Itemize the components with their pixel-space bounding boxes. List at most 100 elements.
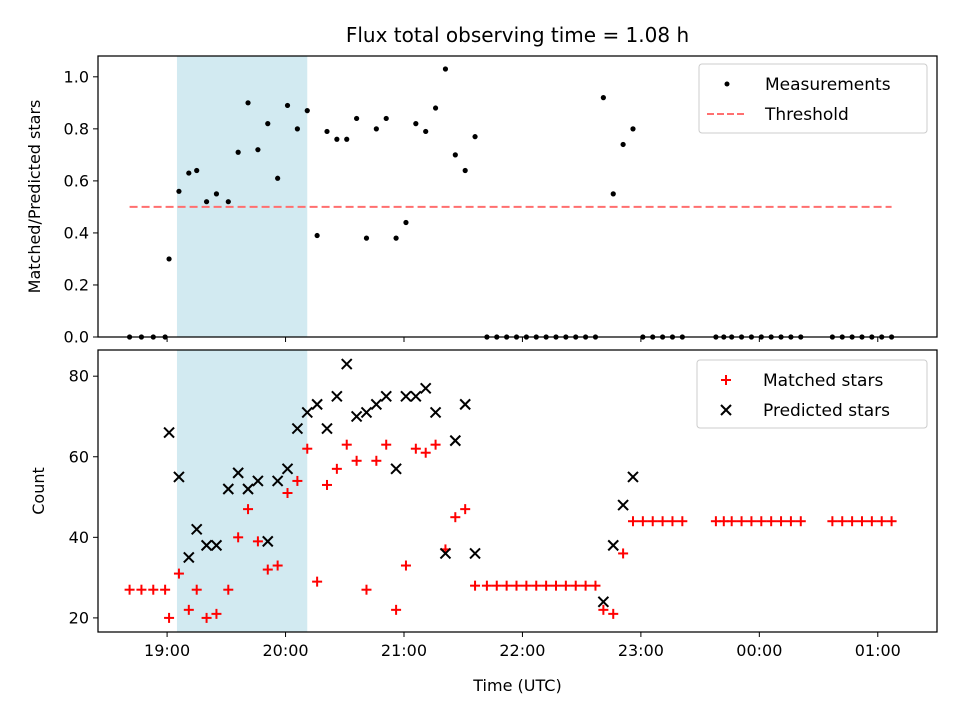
predicted-point (419, 382, 432, 394)
predicted-point (370, 398, 383, 411)
observing-window-shade (176, 56, 308, 337)
measurement-point (373, 126, 379, 132)
chart-title: Flux total observing time = 1.08 h (346, 23, 689, 47)
matched-point (272, 560, 283, 571)
predicted-point (232, 467, 244, 479)
predicted-point (429, 406, 442, 419)
matched-point (886, 516, 897, 527)
matched-point (511, 580, 522, 591)
matched-point (243, 504, 254, 515)
predicted-point (163, 426, 175, 439)
x-axis-label: Time (UTC) (472, 676, 561, 695)
predicted-point (210, 539, 223, 552)
predicted-point (350, 410, 363, 423)
legend: Matched stars Predicted stars (696, 359, 928, 429)
matched-point (776, 516, 787, 527)
legend-marker-predicted (720, 404, 732, 416)
axes-frame (97, 349, 938, 633)
matched-point (160, 584, 171, 595)
matched-point (637, 516, 648, 527)
matched-point (173, 568, 184, 579)
observing-window-shade (176, 350, 308, 632)
matched-point (470, 580, 481, 591)
matched-point (124, 584, 135, 595)
matched-point (410, 443, 421, 454)
matched-point (331, 463, 342, 474)
measurement-point (610, 191, 616, 197)
matched-point (847, 516, 858, 527)
measurement-point (423, 128, 429, 135)
plot-marks (124, 358, 897, 623)
matched-point (430, 439, 441, 450)
predicted-point (341, 358, 353, 370)
matched-point (381, 439, 392, 450)
matched-point (164, 612, 175, 623)
y-axis-label: Count (29, 467, 48, 515)
predicted-point (242, 483, 254, 495)
matched-point (262, 564, 273, 575)
measurement-point (284, 102, 291, 109)
matched-point (201, 612, 212, 623)
y-tick-label: 0.8 (64, 119, 89, 138)
matched-point (667, 516, 678, 527)
y-tick-label: 80 (69, 367, 89, 386)
legend-marker-measurements (724, 81, 730, 87)
predicted-point (262, 535, 274, 548)
measurement-point (600, 95, 606, 101)
y-tick-label: 0.2 (64, 275, 89, 294)
matched-point (341, 439, 352, 450)
measurement-point (432, 105, 439, 111)
ratio-panel: 0.0 0.2 0.4 0.6 0.8 1.0 Flux total observing … (25, 23, 938, 347)
matched-point (837, 516, 848, 527)
predicted-point (271, 475, 284, 487)
matched-point (541, 580, 552, 591)
predicted-point (439, 547, 452, 560)
matched-point (481, 580, 492, 591)
matched-point (726, 516, 737, 527)
legend-box (696, 359, 928, 429)
matched-point (460, 504, 471, 515)
predicted-point (311, 398, 323, 411)
matched-point (550, 580, 561, 591)
predicted-point (390, 463, 402, 475)
x-tick-label: 01:00 (855, 641, 901, 660)
matched-point (252, 536, 263, 547)
predicted-point (459, 398, 471, 411)
matched-point (570, 580, 581, 591)
matched-point (191, 584, 202, 595)
measurement-point (403, 219, 409, 226)
matched-point (233, 532, 244, 543)
measurement-point (275, 175, 281, 181)
x-tick-label: 22:00 (499, 641, 545, 660)
matched-point (531, 580, 542, 591)
measurement-point (452, 152, 458, 158)
predicted-point (400, 390, 412, 403)
predicted-point (380, 390, 392, 403)
predicted-point (252, 475, 264, 487)
measurement-point (413, 121, 419, 127)
measurement-point (194, 167, 200, 174)
legend-marker-matched (721, 375, 731, 385)
matched-point (136, 584, 147, 595)
y-tick-label: 1.0 (64, 67, 89, 86)
matched-point (391, 604, 402, 615)
matched-point (351, 455, 362, 466)
matched-point (736, 516, 747, 527)
measurement-point (324, 128, 330, 135)
matched-point (292, 475, 303, 486)
matched-point (677, 516, 688, 527)
measurement-point (383, 115, 389, 122)
y-axis-ticks: 20 40 60 80 (69, 367, 98, 627)
predicted-point (321, 422, 333, 435)
x-tick-label: 20:00 (262, 641, 308, 660)
legend-label-predicted: Predicted stars (763, 401, 890, 421)
measurement-point (620, 141, 626, 148)
predicted-point (173, 471, 185, 483)
measurement-point (304, 108, 310, 114)
measurement-point (393, 235, 399, 241)
matched-point (618, 548, 629, 559)
matched-point (211, 608, 222, 619)
legend-box (698, 63, 928, 134)
matched-point (766, 516, 777, 527)
